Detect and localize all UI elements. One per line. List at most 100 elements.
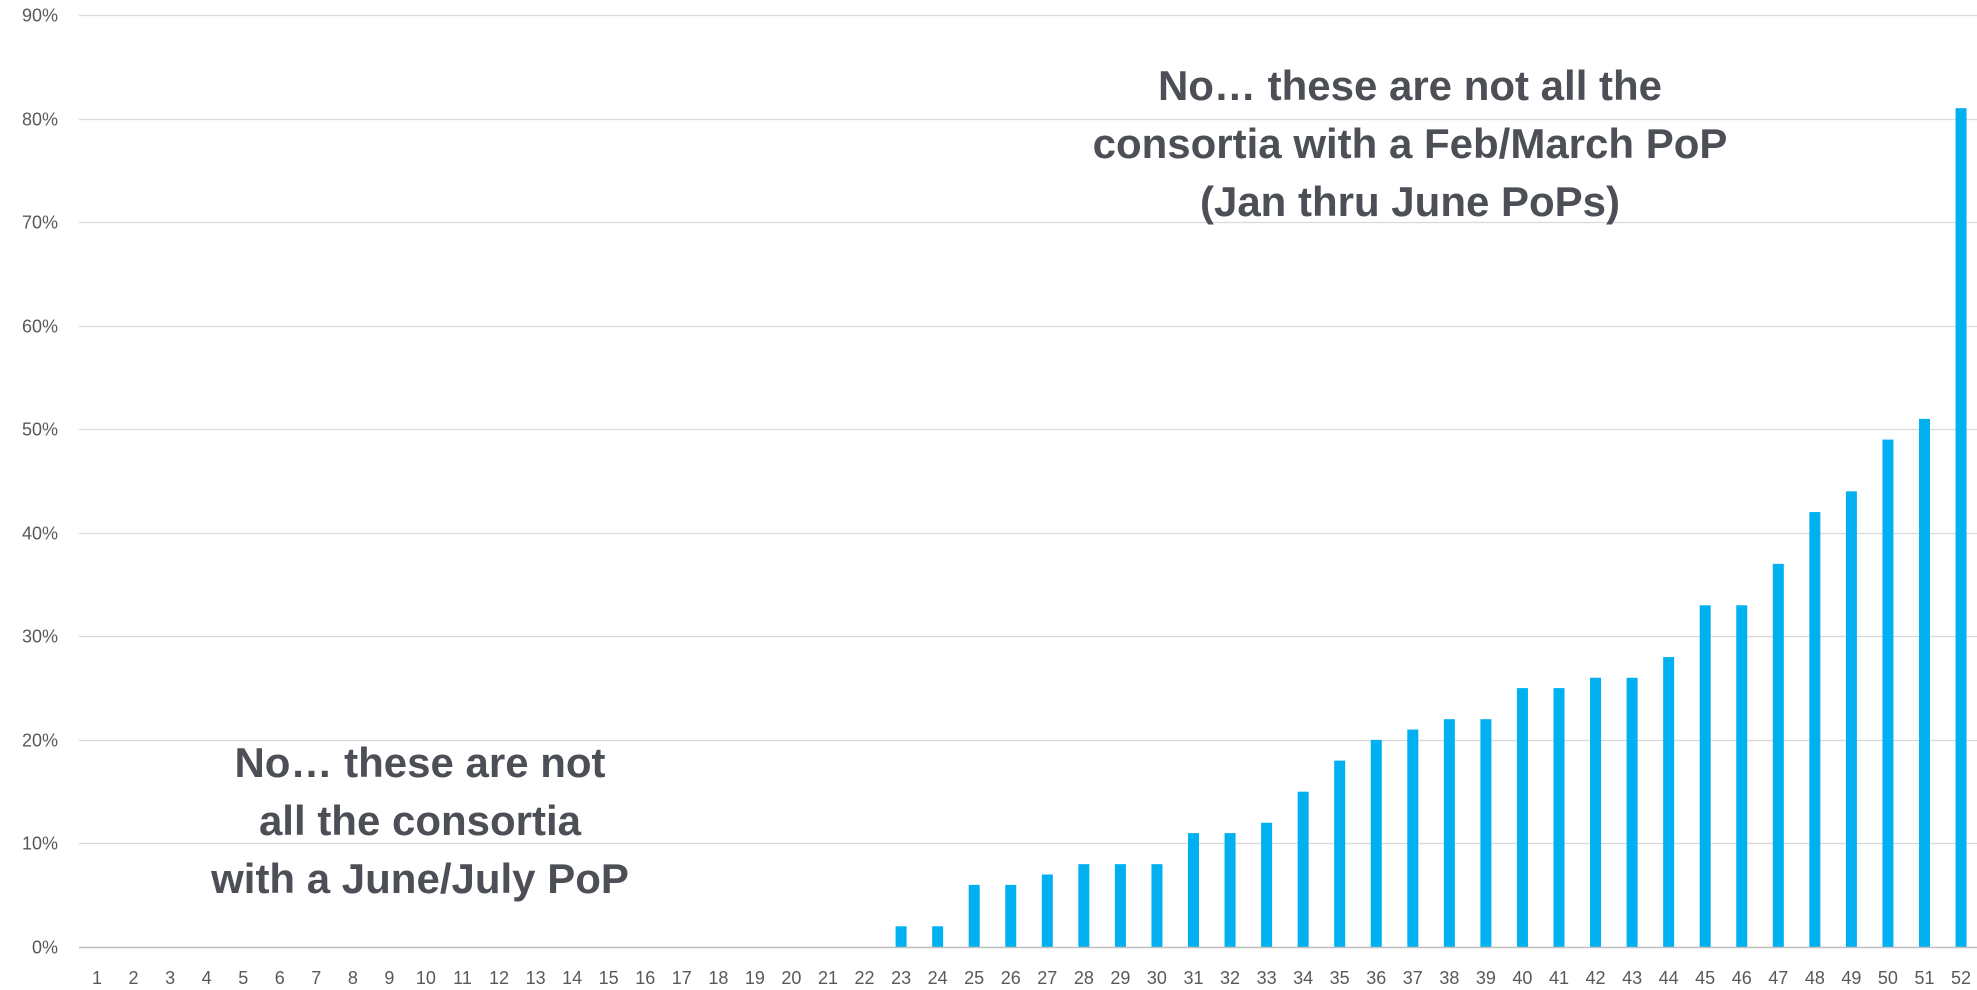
x-tick-label: 40 bbox=[1512, 968, 1532, 988]
x-tick-label: 47 bbox=[1768, 968, 1788, 988]
x-tick-label: 49 bbox=[1841, 968, 1861, 988]
bar bbox=[1370, 739, 1382, 947]
y-tick-label: 80% bbox=[22, 110, 58, 130]
x-tick-label: 46 bbox=[1732, 968, 1752, 988]
x-tick-label: 33 bbox=[1257, 968, 1277, 988]
x-tick-label: 23 bbox=[891, 968, 911, 988]
bar bbox=[1151, 864, 1163, 947]
bar bbox=[1480, 719, 1492, 947]
y-tick-label: 90% bbox=[22, 6, 58, 26]
bar bbox=[1882, 439, 1894, 947]
bar bbox=[1553, 688, 1565, 947]
x-tick-label: 1 bbox=[92, 968, 102, 988]
x-tick-label: 10 bbox=[416, 968, 436, 988]
x-tick-label: 41 bbox=[1549, 968, 1569, 988]
annotation-line: with a June/July PoP bbox=[211, 855, 629, 902]
bar bbox=[1626, 677, 1638, 947]
x-tick-label: 43 bbox=[1622, 968, 1642, 988]
x-tick-label: 21 bbox=[818, 968, 838, 988]
bar bbox=[932, 926, 944, 947]
gridlines bbox=[79, 14, 1977, 845]
bar bbox=[1334, 760, 1346, 947]
x-tick-label: 19 bbox=[745, 968, 765, 988]
y-tick-label: 40% bbox=[22, 524, 58, 544]
x-tick-label: 6 bbox=[275, 968, 285, 988]
y-tick-label: 0% bbox=[32, 938, 58, 958]
bar bbox=[1919, 418, 1930, 947]
x-tick-label: 24 bbox=[928, 968, 948, 988]
x-tick-label: 38 bbox=[1439, 968, 1459, 988]
x-tick-label: 11 bbox=[453, 968, 472, 988]
bar bbox=[1443, 719, 1455, 947]
annotation-line: consortia with a Feb/March PoP bbox=[1092, 120, 1728, 167]
x-tick-label: 51 bbox=[1914, 968, 1934, 988]
bar bbox=[1005, 884, 1017, 947]
bar bbox=[1407, 729, 1419, 947]
x-tick-label: 14 bbox=[562, 968, 582, 988]
bar bbox=[968, 884, 980, 947]
x-tick-label: 52 bbox=[1951, 968, 1971, 988]
annotation-line: No… these are not bbox=[234, 739, 606, 786]
x-tick-label: 42 bbox=[1586, 968, 1606, 988]
x-tick-label: 12 bbox=[489, 968, 509, 988]
bar bbox=[1590, 677, 1602, 947]
bar bbox=[1261, 822, 1273, 947]
bar-series bbox=[895, 108, 1967, 947]
annotation-line: (Jan thru June PoPs) bbox=[1199, 178, 1621, 225]
bar bbox=[1955, 108, 1967, 947]
x-tick-label: 18 bbox=[708, 968, 728, 988]
annotation-june-july: No… these are not all the consortia with… bbox=[180, 734, 660, 908]
x-tick-label: 36 bbox=[1366, 968, 1386, 988]
x-tick-label: 50 bbox=[1878, 968, 1898, 988]
x-tick-label: 44 bbox=[1659, 968, 1679, 988]
x-tick-label: 37 bbox=[1403, 968, 1423, 988]
bar bbox=[1078, 864, 1090, 947]
x-tick-label: 45 bbox=[1695, 968, 1715, 988]
bar bbox=[1699, 605, 1711, 947]
x-tick-label: 31 bbox=[1183, 968, 1203, 988]
bar bbox=[1845, 491, 1857, 947]
bar bbox=[1772, 563, 1784, 947]
x-tick-label: 20 bbox=[781, 968, 801, 988]
x-tick-label: 16 bbox=[635, 968, 655, 988]
x-tick-label: 3 bbox=[165, 968, 175, 988]
bar bbox=[1809, 512, 1821, 947]
bar bbox=[895, 926, 907, 947]
y-tick-label: 10% bbox=[22, 834, 58, 854]
bar bbox=[1663, 657, 1675, 947]
x-tick-label: 27 bbox=[1037, 968, 1057, 988]
x-tick-label: 9 bbox=[384, 968, 394, 988]
x-tick-label: 48 bbox=[1805, 968, 1825, 988]
y-tick-label: 30% bbox=[22, 627, 58, 647]
x-tick-label: 25 bbox=[964, 968, 984, 988]
x-tick-label: 15 bbox=[599, 968, 619, 988]
x-tick-label: 28 bbox=[1074, 968, 1094, 988]
x-tick-label: 4 bbox=[202, 968, 212, 988]
x-tick-label: 35 bbox=[1330, 968, 1350, 988]
bar bbox=[1041, 874, 1053, 947]
x-tick-label: 29 bbox=[1110, 968, 1130, 988]
y-tick-label: 20% bbox=[22, 731, 58, 751]
x-tick-label: 2 bbox=[129, 968, 139, 988]
x-tick-label: 32 bbox=[1220, 968, 1240, 988]
x-tick-label: 34 bbox=[1293, 968, 1313, 988]
x-axis-tick-labels: 1 2 3 4 5 6 7 8 9 10 11 12 13 14 15 16 17 18 19 20 21 22 23 24 2… bbox=[92, 968, 1971, 988]
bar bbox=[1188, 833, 1199, 947]
y-tick-label: 60% bbox=[22, 317, 58, 337]
x-tick-label: 17 bbox=[672, 968, 692, 988]
bar bbox=[1736, 605, 1748, 947]
x-tick-label: 22 bbox=[855, 968, 875, 988]
x-tick-label: 5 bbox=[238, 968, 248, 988]
x-tick-label: 13 bbox=[526, 968, 546, 988]
bar bbox=[1114, 864, 1126, 947]
x-tick-label: 8 bbox=[348, 968, 358, 988]
y-tick-label: 50% bbox=[22, 420, 58, 440]
bar bbox=[1297, 791, 1309, 947]
x-tick-label: 30 bbox=[1147, 968, 1167, 988]
x-tick-label: 26 bbox=[1001, 968, 1021, 988]
annotation-feb-march: No… these are not all the consortia with… bbox=[1030, 57, 1790, 231]
bar bbox=[1224, 833, 1236, 947]
bar bbox=[1516, 688, 1528, 947]
annotation-line: No… these are not all the bbox=[1157, 62, 1663, 109]
